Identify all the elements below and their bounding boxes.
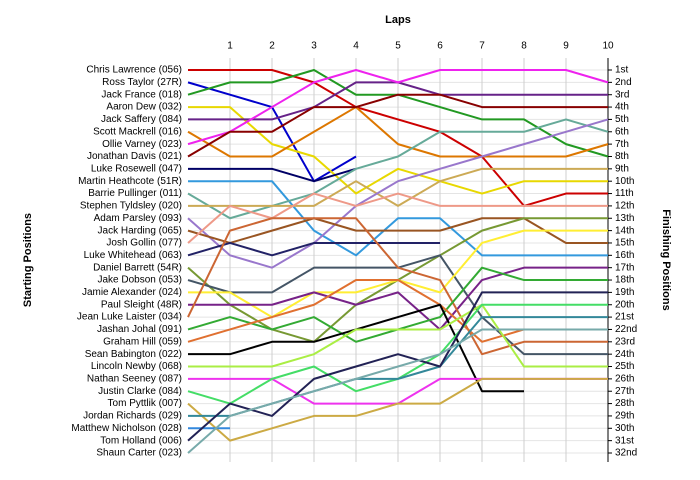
- y2-tick-label: 1st: [615, 65, 629, 76]
- series-label: Daniel Barrett (54R): [93, 262, 182, 273]
- series-line: [187, 192, 608, 244]
- series-label: Martin Heathcote (51R): [78, 176, 182, 187]
- x-tick-label: 3: [311, 41, 317, 52]
- series-label: Jordan Richards (029): [83, 411, 182, 422]
- series-label: Tom Pyttlik (007): [108, 398, 182, 409]
- y2-tick-label: 16th: [615, 250, 634, 261]
- series-label: Graham Hill (059): [103, 336, 182, 347]
- y2-tick-label: 29th: [615, 411, 634, 422]
- series-label: Jashan Johal (091): [97, 324, 182, 335]
- y2-tick-label: 28th: [615, 398, 634, 409]
- series-label: Chris Lawrence (056): [86, 65, 182, 76]
- series-line: [188, 180, 608, 257]
- series-label: Shaun Carter (023): [96, 448, 182, 459]
- series-line: [188, 167, 608, 207]
- series-label: Aaron Dew (032): [106, 102, 182, 113]
- series-line: [187, 217, 608, 244]
- series-label: Ross Taylor (27R): [102, 77, 182, 88]
- y2-tick-label: 4th: [615, 102, 629, 113]
- series-label: Jamie Alexander (024): [82, 287, 182, 298]
- series-label: Josh Gollin (077): [106, 238, 182, 249]
- series-label: Scott Mackrell (016): [93, 126, 182, 137]
- x-tick-label: 9: [563, 41, 569, 52]
- series-label: Jack France (018): [101, 89, 182, 100]
- y2-tick-label: 15th: [615, 238, 634, 249]
- series-line: [187, 93, 608, 158]
- y2-tick-label: 13th: [615, 213, 634, 224]
- series-line: [187, 291, 608, 442]
- y2-tick-label: 14th: [615, 225, 634, 236]
- series-line: [187, 69, 609, 146]
- y2-tick-label: 10th: [615, 176, 634, 187]
- series-line: [187, 377, 608, 442]
- y2-tick-label: 27th: [615, 386, 634, 397]
- y2-tick-label: 9th: [615, 163, 629, 174]
- y2-tick-label: 3rd: [615, 89, 629, 100]
- series-label: Adam Parsley (093): [94, 213, 182, 224]
- y2-tick-label: 20th: [615, 299, 634, 310]
- series-label: Luke Whitehead (063): [84, 250, 182, 261]
- y2-tick-label: 5th: [615, 114, 629, 125]
- series-line: [188, 69, 608, 207]
- x-tick-label: 2: [269, 41, 275, 52]
- y2-axis-title: Finishing Positions: [660, 209, 672, 310]
- series-line: [187, 106, 609, 158]
- lines: [187, 69, 609, 454]
- series-line: [187, 217, 608, 356]
- y2-tick-label: 8th: [615, 151, 629, 162]
- series-label: Lincoln Newby (068): [91, 361, 182, 372]
- y2-tick-label: 11th: [615, 188, 634, 199]
- x-tick-label: 5: [395, 41, 401, 52]
- y2-tick-label: 23rd: [615, 336, 635, 347]
- y2-tick-label: 19th: [615, 287, 634, 298]
- series-label: Stephen Tyldsley (020): [80, 201, 182, 212]
- x-tick-label: 10: [602, 41, 614, 52]
- y2-tick-label: 22nd: [615, 324, 637, 335]
- x-tick-label: 7: [479, 41, 485, 52]
- x-tick-label: 1: [227, 41, 233, 52]
- series-line: [188, 266, 608, 331]
- y2-tick-label: 31st: [615, 435, 634, 446]
- series-label: Sean Babington (022): [85, 349, 182, 360]
- series-label: Jean Luke Laister (034): [77, 312, 182, 323]
- y2-tick-label: 6th: [615, 126, 629, 137]
- series-line: [187, 118, 609, 269]
- series-line: [187, 118, 609, 220]
- series-line: [188, 303, 608, 368]
- series-label: Luke Rosewell (047): [91, 163, 182, 174]
- series-label: Jack Saffery (084): [101, 114, 182, 125]
- series-label: Paul Sleight (48R): [101, 299, 182, 310]
- series-line: [187, 241, 440, 257]
- series-label: Ollie Varney (023): [102, 139, 182, 150]
- y2-tick-label: 24th: [615, 349, 634, 360]
- chart-title: Laps: [385, 14, 411, 26]
- y2-tick-label: 21st: [615, 312, 634, 323]
- y2-tick-label: 26th: [615, 374, 634, 385]
- y-axis-title: Starting Positions: [22, 213, 34, 307]
- series-line: [188, 167, 357, 183]
- series-label: Nathan Seeney (087): [87, 374, 182, 385]
- series-label: Jonathan Davis (021): [87, 151, 182, 162]
- series-label: Tom Holland (006): [100, 435, 182, 446]
- x-tick-label: 6: [437, 41, 443, 52]
- x-tick-label: 4: [353, 41, 359, 52]
- series-label: Jack Harding (065): [98, 225, 182, 236]
- y2-tick-label: 18th: [615, 275, 634, 286]
- series-label: Matthew Nicholson (028): [71, 423, 182, 434]
- y2-tick-label: 2nd: [615, 77, 632, 88]
- series-label: Justin Clarke (084): [98, 386, 182, 397]
- y2-tick-label: 32nd: [615, 448, 637, 459]
- series-label: Barrie Pullinger (011): [88, 188, 182, 199]
- y2-tick-label: 12th: [615, 201, 634, 212]
- series-label: Jake Dobson (053): [98, 275, 183, 286]
- y2-tick-label: 17th: [615, 262, 634, 273]
- x-tick-label: 8: [521, 41, 527, 52]
- y2-tick-label: 30th: [615, 423, 634, 434]
- y2-tick-label: 7th: [615, 139, 629, 150]
- y2-tick-label: 25th: [615, 361, 634, 372]
- labels: 1st2nd3rd4th5th6th7th8th9th10th11th12th1…: [71, 41, 637, 459]
- series-line: [187, 328, 608, 454]
